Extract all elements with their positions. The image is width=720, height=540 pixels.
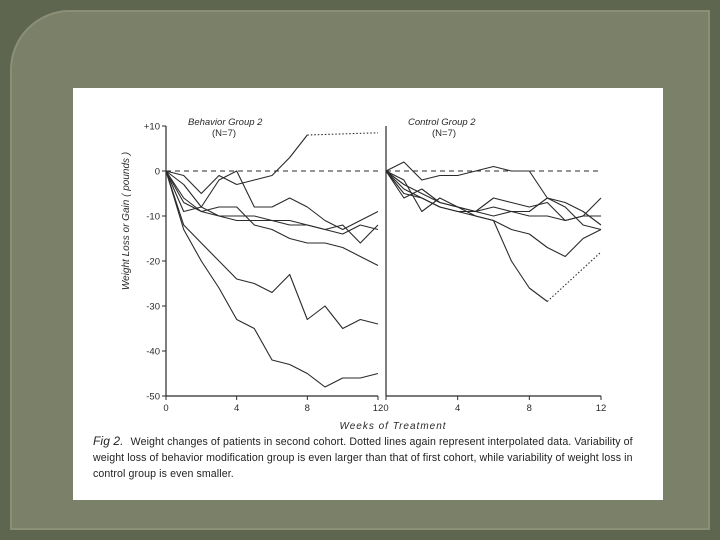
y-tick-label: -10 <box>146 212 160 223</box>
x-tick-label: 4 <box>234 403 239 414</box>
panel-title: Behavior Group 2 <box>188 117 263 128</box>
x-tick-label: 12 <box>373 403 384 414</box>
patient-series-line <box>385 170 602 226</box>
x-tick-label: 0 <box>383 403 388 414</box>
x-axis-label: Weeks of Treatment <box>339 421 446 432</box>
y-tick-label: -40 <box>146 347 160 358</box>
patient-series-line <box>385 170 602 258</box>
panel-subtitle: (N=7) <box>432 128 456 139</box>
interpolated-series-line <box>307 132 379 136</box>
y-tick-label: +10 <box>144 122 160 133</box>
patient-series-line <box>165 170 379 388</box>
patient-series-line <box>385 170 601 222</box>
x-tick-label: 4 <box>455 403 460 414</box>
figure-caption-text: Weight changes of patients in second coh… <box>93 436 633 480</box>
x-tick-label: 0 <box>163 403 168 414</box>
x-tick-label: 8 <box>305 403 310 414</box>
patient-series-line <box>165 170 379 235</box>
x-tick-label: 8 <box>527 403 532 414</box>
panel-title: Control Group 2 <box>408 117 476 128</box>
patient-series-line <box>165 170 379 330</box>
figure-caption: Fig 2. Weight changes of patients in sec… <box>93 433 653 482</box>
interpolated-series-line <box>546 251 602 302</box>
y-tick-label: -20 <box>146 257 160 268</box>
panel-subtitle: (N=7) <box>212 128 236 139</box>
slide-panel: +10 0 -10 -20 -30 -40 -50 Weight Loss or Gain (… <box>73 88 663 500</box>
patient-series-line <box>165 134 308 195</box>
figure-number: Fig 2. <box>93 434 124 448</box>
y-tick-label: -30 <box>146 302 160 313</box>
x-tick-label: 12 <box>596 403 607 414</box>
y-tick-label: -50 <box>146 392 160 403</box>
patient-series-line <box>385 161 602 231</box>
y-tick-label: 0 <box>155 167 160 178</box>
patient-series-line <box>385 170 548 302</box>
patient-series-line <box>165 170 379 266</box>
weight-change-chart: +10 0 -10 -20 -30 -40 -50 Weight Loss or Gain (… <box>121 117 607 432</box>
y-axis-label: Weight Loss or Gain ( pounds ) <box>121 152 132 290</box>
